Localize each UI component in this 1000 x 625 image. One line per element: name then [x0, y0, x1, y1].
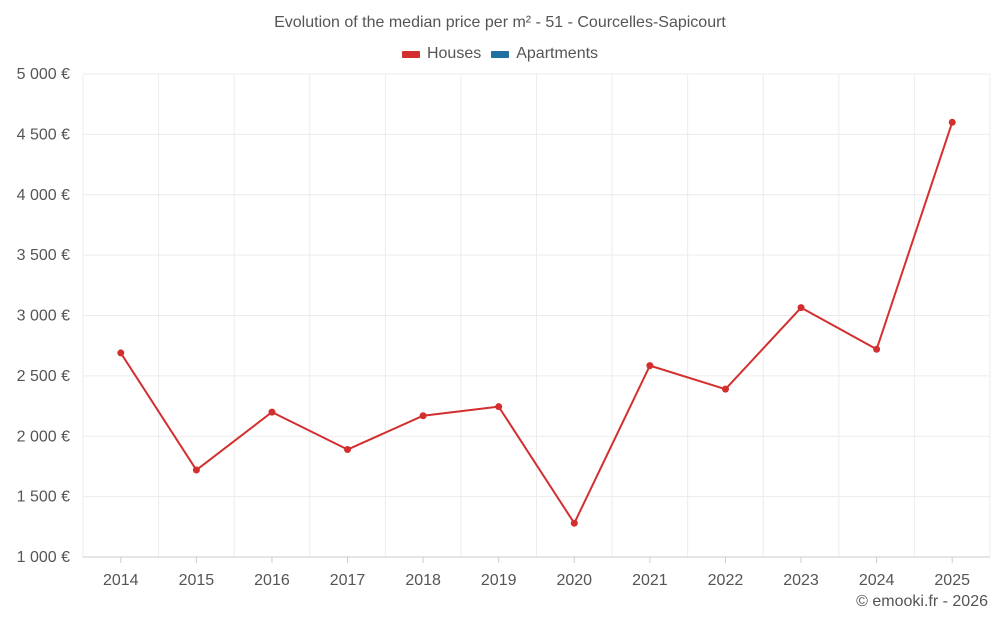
- y-tick-label: 2 000 €: [17, 428, 70, 445]
- data-point-2022: [721, 385, 729, 393]
- data-point-2024: [873, 345, 881, 353]
- series-line-houses: [119, 121, 954, 525]
- x-tick-label: 2022: [708, 572, 744, 589]
- x-axis: 2014 2015 2016 2017 2018 2019 2020 2021 2022 2023…: [83, 556, 990, 589]
- apartments-swatch: [491, 50, 510, 58]
- data-point-2016: [268, 408, 276, 416]
- x-tick-label: 2014: [103, 572, 139, 589]
- y-tick-label: 2 500 €: [17, 368, 70, 385]
- credit-text: © emooki.fr - 2026: [856, 593, 988, 610]
- data-point-2023: [797, 304, 805, 312]
- x-tick-label: 2016: [254, 572, 290, 589]
- x-tick-label: 2020: [556, 572, 592, 589]
- y-tick-label: 4 500 €: [17, 126, 70, 143]
- y-tick-label: 1 000 €: [17, 549, 70, 566]
- y-tick-label: 4 000 €: [17, 187, 70, 204]
- legend: Houses Apartments: [0, 45, 1000, 63]
- x-tick-label: 2019: [481, 572, 517, 589]
- x-tick-label: 2018: [405, 572, 441, 589]
- data-point-2021: [646, 362, 654, 370]
- data-point-2019: [495, 403, 503, 411]
- data-point-2014: [117, 349, 125, 357]
- legend-label-apartments: Apartments: [516, 45, 599, 62]
- y-tick-label: 3 000 €: [17, 308, 70, 325]
- x-tick-label: 2023: [783, 572, 819, 589]
- legend-label-houses: Houses: [426, 45, 482, 62]
- y-axis: 1 000 € 1 500 € 2 000 € 2 500 € 3 000 € 3 500…: [17, 66, 70, 566]
- chart-title: Evolution of the median price per m² - 5…: [274, 14, 726, 31]
- x-tick-label: 2017: [330, 572, 366, 589]
- x-tick-label: 2015: [179, 572, 215, 589]
- x-tick-label: 2024: [859, 572, 895, 589]
- data-point-2018: [419, 412, 427, 420]
- data-point-2017: [344, 446, 352, 454]
- data-point-2020: [570, 519, 578, 527]
- legend-item-houses[interactable]: Houses: [401, 45, 482, 63]
- houses-swatch: [401, 50, 420, 58]
- x-tick-label: 2025: [934, 572, 970, 589]
- grid: [82, 73, 991, 558]
- legend-item-apartments[interactable]: Apartments: [491, 45, 598, 63]
- data-point-2025: [948, 118, 956, 126]
- data-point-2015: [192, 466, 200, 474]
- x-tick-label: 2021: [632, 572, 668, 589]
- y-tick-label: 5 000 €: [17, 66, 70, 83]
- y-tick-label: 1 500 €: [17, 489, 70, 506]
- series-houses: [117, 118, 956, 527]
- y-tick-label: 3 500 €: [17, 247, 70, 264]
